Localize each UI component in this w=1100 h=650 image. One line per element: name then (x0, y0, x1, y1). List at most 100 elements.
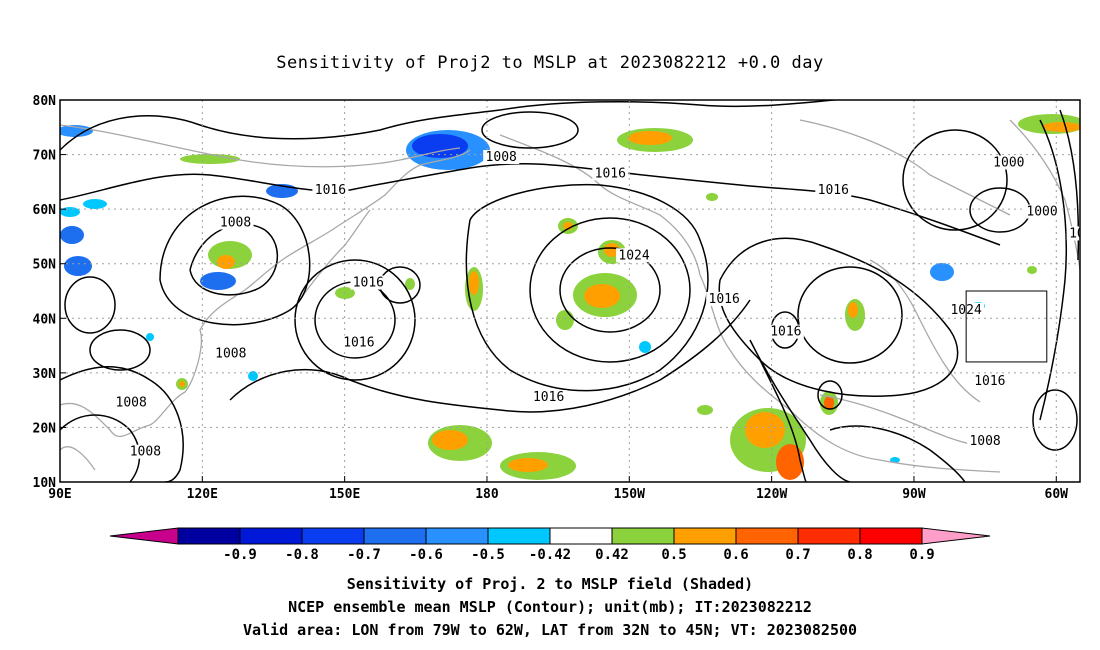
colorbar-label: 0.6 (723, 547, 748, 563)
colorbar-label: -0.5 (471, 547, 505, 563)
contour-label: 1000 (1026, 205, 1057, 220)
negative-sensitivity-area (146, 333, 154, 341)
positive-sensitivity-core (217, 255, 235, 269)
colorbar-bin (797, 527, 861, 545)
contour-line (89, 329, 151, 371)
contour-label-bg (127, 444, 164, 459)
figure-title: Sensitivity of Proj2 to MSLP at 20230822… (276, 53, 823, 73)
coastline-canada-north (799, 119, 1011, 216)
colorbar-bin (859, 527, 923, 545)
colorbar: -0.9 -0.8 -0.7 -0.6 -0.5 -0.42 0.42 0.5 0.6 0.7 0.… (109, 527, 991, 563)
colorbar-bin (363, 527, 427, 545)
contour-label: 1024 (618, 248, 649, 263)
colorbar-label: -0.8 (285, 547, 319, 563)
negative-sensitivity-area (639, 341, 651, 353)
lon-tick-label: 90E (48, 487, 71, 502)
contour-label: 1016 (770, 325, 801, 340)
colorbar-bin (177, 527, 241, 545)
contour-label: 1008 (215, 346, 246, 361)
colorbar-bin (549, 527, 613, 545)
contour-label-bg (767, 324, 804, 339)
contour-labels: 1008 1016 1016 1016 1000 1000 1008 1008 1024 1016… (113, 150, 1100, 460)
coastline-gulf (819, 394, 976, 446)
contour-label: 1008 (1069, 226, 1100, 241)
contour-line (797, 266, 903, 364)
footer-line-3: Valid area: LON from 79W to 62W, LAT fro… (243, 621, 857, 639)
contour-label-bg (592, 166, 629, 181)
positive-sensitivity-core (179, 381, 185, 387)
lat-tick-label: 70N (33, 149, 57, 164)
contour-label-bg (1024, 204, 1061, 219)
colorbar-min-arrow (109, 527, 179, 545)
contour-label: 1016 (595, 166, 626, 181)
negative-sensitivity-area (890, 457, 900, 463)
contour-line (64, 276, 116, 334)
positive-sensitivity-core (584, 284, 620, 308)
graticule (60, 100, 1080, 482)
colorbar-label: 0.5 (661, 547, 686, 563)
positive-sensitivity-core (824, 396, 834, 410)
contour-line (759, 359, 807, 482)
latitude-axis: 10N 20N 30N 40N 50N 60N 70N 80N (33, 94, 66, 491)
lon-tick-label: 180 (475, 487, 499, 502)
footer-line-1: Sensitivity of Proj. 2 to MSLP field (Sh… (347, 575, 753, 593)
positive-sensitivity-core (604, 243, 620, 257)
colorbar-label: 0.7 (785, 547, 810, 563)
contour-line (481, 111, 579, 149)
contour-line (60, 163, 1001, 246)
contour-label: 1008 (486, 150, 517, 165)
negative-sensitivity-area (930, 263, 954, 281)
colorbar-bin (611, 527, 675, 545)
contour-line (60, 414, 141, 482)
colorbar-bin (735, 527, 799, 545)
contour-label-bg (483, 150, 520, 165)
lon-tick-label: 120W (756, 487, 787, 502)
contour-label-bg (340, 335, 377, 350)
contour-label-bg (815, 182, 852, 197)
lon-tick-label: 150E (329, 487, 360, 502)
contour-label-bg (967, 433, 1004, 448)
contour-line (559, 247, 661, 333)
coastline-arctic-russia (60, 124, 461, 168)
positive-sensitivity-area (1027, 266, 1037, 274)
contour-line (529, 217, 691, 363)
lat-tick-label: 50N (33, 258, 57, 273)
valid-area-box (965, 290, 1048, 363)
contour-line (294, 259, 416, 381)
positive-sensitivity-core (508, 458, 548, 472)
colorbar-label: -0.9 (223, 547, 257, 563)
colorbar-label: 0.8 (847, 547, 872, 563)
contour-label-bg (616, 248, 653, 263)
contour-line (189, 223, 279, 296)
contour-label-bg (706, 291, 743, 306)
colorbar-bin (301, 527, 365, 545)
colorbar-label: -0.42 (529, 547, 571, 563)
coastline-india (60, 446, 96, 471)
positive-sensitivity-core (776, 444, 804, 480)
contour-label: 1000 (993, 155, 1024, 170)
contour-label: 1016 (353, 276, 384, 291)
contour-label-bg (113, 395, 150, 410)
contour-label-bg (971, 373, 1008, 388)
contour-label: 1016 (709, 292, 740, 307)
negative-sensitivity-core (412, 134, 468, 158)
contour-line (829, 425, 966, 482)
negative-sensitivity-area (60, 207, 80, 217)
mslp-contours (60, 100, 1080, 482)
lat-tick-label: 40N (33, 312, 57, 327)
lat-tick-label: 20N (33, 421, 57, 436)
positive-sensitivity-core (628, 131, 672, 145)
contour-label: 1008 (220, 216, 251, 231)
lon-tick-label: 120E (187, 487, 218, 502)
contour-label: 1016 (533, 390, 564, 405)
coastline-greenland (1009, 119, 1080, 271)
contour-label: 1016 (343, 336, 374, 351)
contour-label: 1016 (974, 374, 1005, 389)
contour-label-bg (212, 346, 249, 361)
positive-sensitivity-area (405, 278, 415, 290)
negative-sensitivity-area (60, 226, 84, 244)
contour-line (902, 129, 1008, 231)
colorbar-label: -0.6 (409, 547, 443, 563)
positive-sensitivity-area (697, 405, 713, 415)
